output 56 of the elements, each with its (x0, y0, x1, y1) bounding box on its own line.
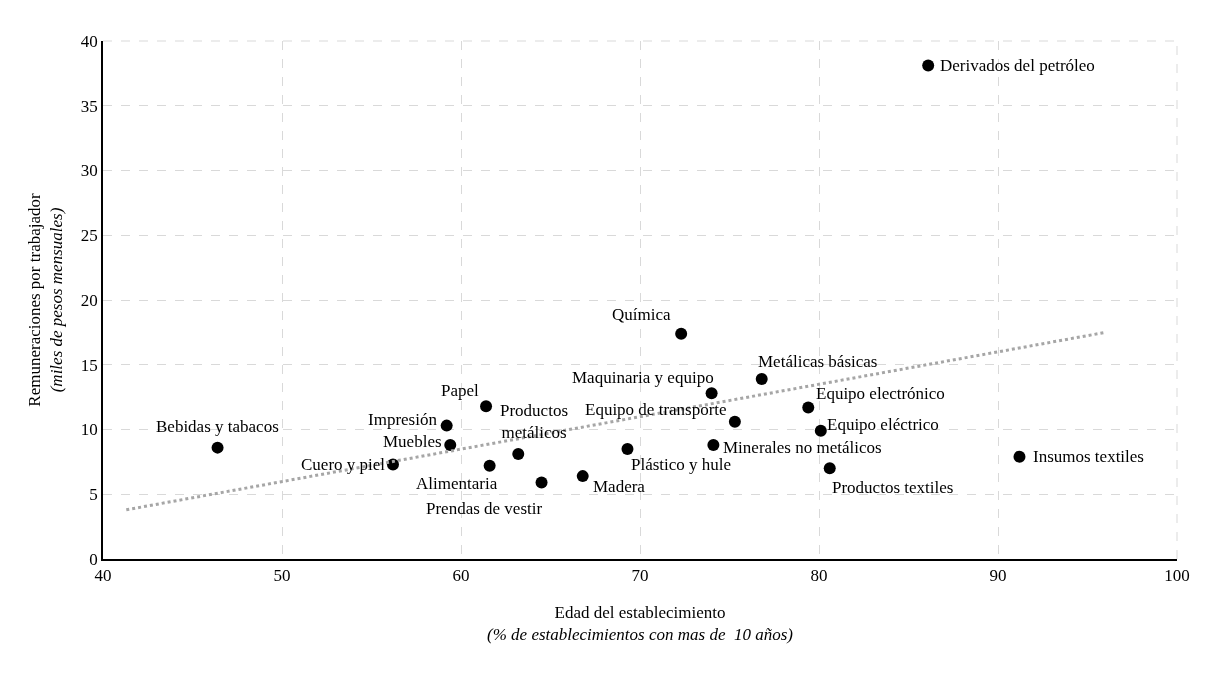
y-tick-label: 25 (80, 226, 98, 246)
point (675, 327, 688, 340)
annotation: Productos textiles (832, 478, 954, 497)
x-tick-label: 90 (989, 566, 1007, 586)
annotation: Derivados del petróleo (940, 56, 1095, 75)
point (576, 470, 589, 483)
point (1013, 450, 1026, 463)
point (444, 439, 457, 452)
y-axis-title: Remuneraciones por trabajador (miles de pesos mensuales) (24, 192, 66, 407)
y-tick-label: 0 (89, 549, 98, 569)
annotation: Equipo electrónico (816, 384, 945, 403)
annotation: Plástico y hule (631, 455, 732, 474)
y-tick-label: 5 (89, 485, 98, 505)
x-tick-label: 80 (810, 566, 828, 586)
annotation: Bebidas y tabacos (156, 417, 279, 436)
y-tick-label: 20 (80, 290, 98, 310)
annotation: Insumos textiles (1033, 447, 1144, 466)
point (707, 439, 720, 452)
point (211, 441, 224, 454)
point (483, 459, 496, 472)
annotation: Metálicas básicas (758, 352, 878, 371)
point (512, 448, 525, 461)
point (440, 419, 453, 432)
annotation: Equipo eléctrico (827, 415, 939, 434)
annotation: Maquinaria y equipo (572, 368, 714, 387)
y-tick-label: 35 (80, 96, 98, 116)
annotation: Muebles (383, 432, 442, 451)
x-axis-title: Edad del establecimiento (% de establecimientos con mas de 10 años) (487, 603, 794, 645)
point (480, 400, 493, 413)
point (728, 415, 741, 428)
point (621, 442, 634, 455)
annotation: Equipo de transporte (585, 400, 727, 419)
point (922, 59, 935, 72)
annotation: Alimentaria (416, 474, 498, 493)
y-tick-label: 30 (80, 161, 98, 181)
annotation: Papel (441, 381, 480, 400)
annotation: Madera (593, 477, 646, 496)
point (823, 462, 836, 475)
x-tick-label: 60 (452, 566, 470, 586)
point (814, 424, 827, 437)
annotation: Impresión (368, 410, 438, 429)
y-tick-label: 15 (80, 355, 98, 375)
point (802, 401, 815, 414)
x-tick-label: 70 (631, 566, 649, 586)
annotation: Química (612, 305, 671, 324)
annotation: Productos metálicos (500, 401, 568, 443)
x-tick-label: 100 (1164, 566, 1190, 586)
annotation: Prendas de vestir (426, 499, 543, 518)
point (755, 373, 768, 385)
y-tick-label: 10 (80, 420, 98, 440)
annotation: Cuero y piel (301, 455, 386, 474)
point (705, 387, 718, 400)
x-tick-label: 50 (273, 566, 291, 586)
y-tick-label: 40 (80, 31, 98, 51)
point (535, 476, 548, 489)
annotation: Minerales no metálicos (723, 438, 882, 457)
